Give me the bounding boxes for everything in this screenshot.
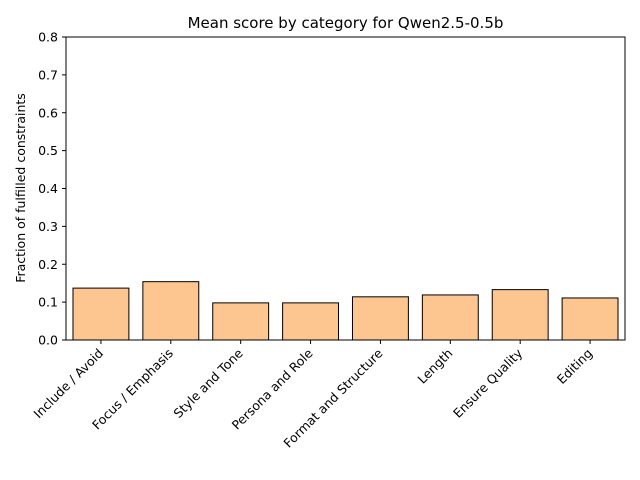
y-tick-label: 0.0 [38,333,58,348]
y-axis-ticks: 0.0 0.1 0.2 0.3 0.4 0.5 0.6 0.7 0.8 [38,30,66,348]
x-tick-label: Style and Tone [170,345,246,421]
plot-area-frame [65,36,626,341]
y-tick-label: 0.8 [38,30,58,45]
bar [72,287,130,341]
y-tick-label: 0.4 [38,181,58,196]
bar [351,296,409,341]
y-tick-label: 0.5 [38,143,58,158]
y-axis-label: Fraction of fulfilled constraints [13,93,28,283]
y-tick-label: 0.6 [38,105,58,120]
bar [142,281,200,341]
bars-group [72,281,619,341]
y-tick-label: 0.3 [38,219,58,234]
x-tick-label: Ensure Quality [450,345,526,421]
bar [491,289,549,341]
bar [212,302,270,341]
x-tick-label: Include / Avoid [30,346,106,422]
y-tick-label: 0.7 [38,67,58,82]
y-tick-label: 0.1 [38,295,58,310]
chart-title: Mean score by category for Qwen2.5-0.5b [188,14,504,32]
bar [282,302,340,341]
bar [421,294,479,341]
bar [561,297,619,341]
x-tick-label: Length [414,346,455,387]
x-tick-label: Editing [554,346,595,387]
y-tick-label: 0.2 [38,257,58,272]
